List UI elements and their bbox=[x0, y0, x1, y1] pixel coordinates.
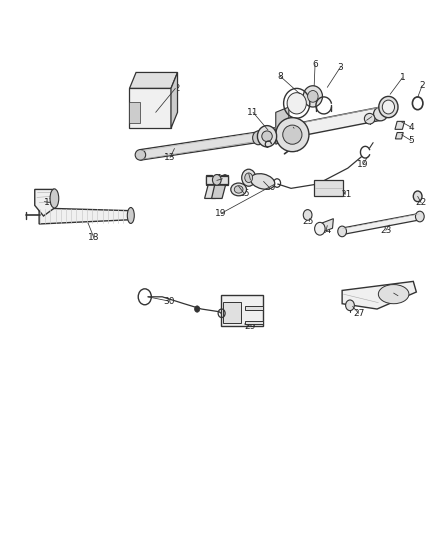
Ellipse shape bbox=[416, 211, 424, 222]
Polygon shape bbox=[318, 219, 333, 233]
Text: 4: 4 bbox=[408, 123, 414, 132]
Text: 1: 1 bbox=[399, 73, 405, 82]
Polygon shape bbox=[206, 176, 228, 183]
Polygon shape bbox=[221, 174, 228, 185]
Polygon shape bbox=[130, 88, 171, 128]
Ellipse shape bbox=[234, 185, 243, 193]
Polygon shape bbox=[396, 133, 403, 139]
Ellipse shape bbox=[262, 131, 272, 142]
Bar bbox=[221, 295, 263, 326]
Polygon shape bbox=[245, 306, 263, 310]
Text: 27: 27 bbox=[353, 309, 364, 318]
Text: 9: 9 bbox=[364, 116, 369, 125]
Text: 11: 11 bbox=[247, 108, 259, 117]
Polygon shape bbox=[342, 281, 417, 309]
Polygon shape bbox=[130, 72, 177, 88]
Ellipse shape bbox=[379, 96, 398, 118]
Ellipse shape bbox=[242, 169, 256, 186]
Text: 2: 2 bbox=[419, 81, 425, 90]
Polygon shape bbox=[130, 102, 141, 123]
Polygon shape bbox=[205, 185, 219, 198]
Ellipse shape bbox=[303, 209, 312, 220]
Text: 30: 30 bbox=[163, 296, 174, 305]
Ellipse shape bbox=[258, 126, 277, 147]
Ellipse shape bbox=[314, 222, 325, 235]
Ellipse shape bbox=[231, 183, 247, 196]
Text: 15: 15 bbox=[239, 189, 250, 198]
Text: 17: 17 bbox=[44, 198, 56, 207]
Ellipse shape bbox=[194, 306, 200, 312]
Ellipse shape bbox=[251, 174, 275, 189]
Text: 3: 3 bbox=[338, 63, 343, 71]
Ellipse shape bbox=[212, 174, 221, 185]
Polygon shape bbox=[39, 208, 131, 224]
Ellipse shape bbox=[303, 86, 322, 107]
Ellipse shape bbox=[127, 207, 134, 223]
Polygon shape bbox=[245, 321, 263, 324]
Text: 29: 29 bbox=[244, 321, 255, 330]
Ellipse shape bbox=[413, 191, 422, 201]
Text: 21: 21 bbox=[340, 190, 351, 199]
Text: 14: 14 bbox=[245, 175, 256, 184]
Text: 19: 19 bbox=[215, 209, 227, 218]
Ellipse shape bbox=[307, 91, 318, 102]
Ellipse shape bbox=[382, 100, 395, 114]
Polygon shape bbox=[35, 189, 54, 216]
Ellipse shape bbox=[287, 93, 306, 114]
Ellipse shape bbox=[135, 150, 146, 160]
Polygon shape bbox=[141, 130, 272, 160]
Text: 8: 8 bbox=[277, 71, 283, 80]
Text: 26: 26 bbox=[392, 291, 404, 300]
Text: 18: 18 bbox=[88, 233, 99, 242]
Text: 13: 13 bbox=[164, 153, 176, 162]
Polygon shape bbox=[395, 122, 405, 130]
Text: 25: 25 bbox=[303, 217, 314, 226]
Ellipse shape bbox=[378, 285, 409, 304]
Ellipse shape bbox=[338, 226, 346, 237]
Text: 5: 5 bbox=[408, 136, 414, 145]
Ellipse shape bbox=[253, 131, 264, 145]
Text: 23: 23 bbox=[380, 226, 392, 235]
Polygon shape bbox=[341, 213, 421, 235]
Ellipse shape bbox=[374, 107, 388, 121]
Text: 22: 22 bbox=[416, 198, 427, 207]
Ellipse shape bbox=[346, 300, 354, 311]
Text: 16: 16 bbox=[217, 174, 228, 183]
Text: 10: 10 bbox=[288, 124, 300, 133]
Text: 24: 24 bbox=[320, 227, 332, 236]
Text: 19: 19 bbox=[357, 160, 369, 169]
Polygon shape bbox=[171, 72, 177, 128]
Ellipse shape bbox=[283, 125, 302, 144]
Bar bbox=[223, 302, 241, 324]
Ellipse shape bbox=[364, 114, 375, 124]
Text: 20: 20 bbox=[264, 183, 276, 192]
Polygon shape bbox=[258, 107, 381, 144]
Bar bbox=[314, 180, 343, 196]
Ellipse shape bbox=[50, 189, 59, 208]
Ellipse shape bbox=[245, 173, 253, 182]
Polygon shape bbox=[206, 174, 212, 185]
Polygon shape bbox=[212, 185, 226, 198]
Text: 12: 12 bbox=[170, 84, 181, 93]
Ellipse shape bbox=[276, 118, 309, 152]
Polygon shape bbox=[276, 107, 289, 144]
Text: 6: 6 bbox=[312, 60, 318, 69]
